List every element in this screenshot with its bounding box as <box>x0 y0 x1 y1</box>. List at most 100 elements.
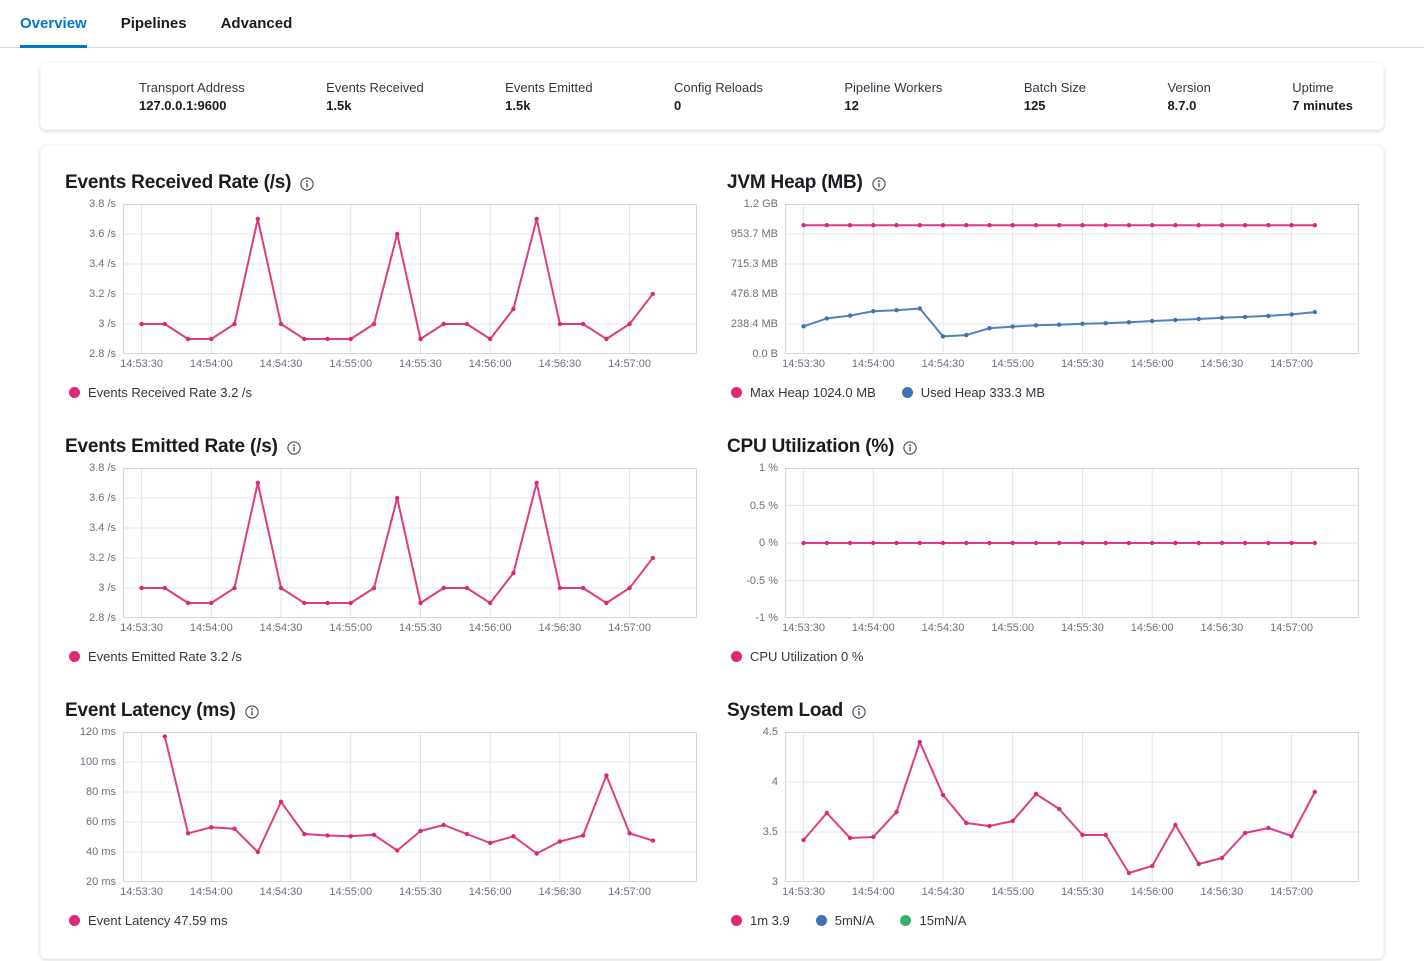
y-tick-label: -1 % <box>755 612 778 624</box>
stat-label: Uptime <box>1292 79 1334 95</box>
legend-item: 5mN/A <box>815 913 875 928</box>
stat-value: 8.7.0 <box>1167 97 1197 113</box>
x-axis-labels: 14:53:30 14:54:00 14:54:30 14:55:00 14:55:30… <box>120 358 697 376</box>
chart-title: Events Received Rate (/s) <box>65 172 292 193</box>
chart-plot[interactable] <box>785 204 1359 354</box>
y-tick-label: 40 ms <box>86 846 116 858</box>
x-axis-labels: 14:53:30 14:54:00 14:54:30 14:55:00 14:55:30… <box>782 358 1359 376</box>
y-tick-label: 100 ms <box>79 756 116 768</box>
x-tick-label: 14:56:30 <box>538 358 582 370</box>
x-tick-label: 14:57:00 <box>1270 622 1314 634</box>
x-tick-label: 14:55:30 <box>399 358 442 370</box>
legend-label: Events Emitted Rate 3.2 /s <box>88 649 242 664</box>
chart-header: Event Latency (ms) <box>65 700 697 722</box>
legend-label: 1m 3.9 <box>750 913 790 928</box>
legend-dot <box>900 915 912 926</box>
x-tick-label: 14:55:00 <box>329 358 373 370</box>
x-tick-label: 14:53:30 <box>120 886 163 898</box>
x-tick-label: 14:56:30 <box>1200 886 1244 898</box>
x-tick-label: 14:56:00 <box>468 622 512 634</box>
chart-system-load: System Load 4.5 4 3.5 3 14:53:30 14:54:00 14:… <box>727 700 1359 928</box>
x-tick-label: 14:54:30 <box>259 358 303 370</box>
x-tick-label: 14:56:00 <box>1130 886 1174 898</box>
chart-body: 1 % 0.5 % 0 % -0.5 % -1 % 14:53:30 14:54:00 14… <box>727 462 1359 640</box>
x-tick-label: 14:56:00 <box>468 358 512 370</box>
info-icon[interactable] <box>287 441 301 455</box>
x-tick-label: 14:54:30 <box>921 886 965 898</box>
chart-plot[interactable] <box>123 468 697 618</box>
info-icon[interactable] <box>852 705 866 719</box>
legend-label: Events Received Rate 3.2 /s <box>88 385 253 400</box>
x-tick-label: 14:54:00 <box>851 358 895 370</box>
info-icon[interactable] <box>903 441 917 455</box>
legend-dot <box>731 387 742 398</box>
y-tick-label: 715.3 MB <box>730 257 778 270</box>
x-tick-label: 14:55:00 <box>329 622 373 634</box>
y-tick-label: 3.6 /s <box>89 228 116 240</box>
y-tick-label: 0.0 B <box>752 348 778 360</box>
chart-header: Events Emitted Rate (/s) <box>65 436 697 458</box>
tab-overview[interactable]: Overview <box>20 0 87 48</box>
stat-value: 0 <box>674 97 682 113</box>
x-tick-label: 14:56:00 <box>1130 622 1174 634</box>
legend-item: Max Heap 1024.0 MB <box>731 385 876 400</box>
legend-dot <box>901 387 913 398</box>
x-tick-label: 14:53:30 <box>120 358 163 370</box>
tab-advanced[interactable]: Advanced <box>220 15 293 32</box>
x-tick-label: 14:53:30 <box>782 622 825 634</box>
x-tick-label: 14:54:00 <box>189 358 233 370</box>
legend-dot <box>69 387 80 398</box>
y-tick-label: 0.5 % <box>749 499 778 512</box>
legend-label: 5mN/A <box>834 913 875 928</box>
x-tick-label: 14:55:30 <box>1061 622 1104 634</box>
plot-svg <box>785 204 1359 354</box>
legend-item: 1m 3.9 <box>731 913 790 928</box>
tab-bar: Overview Pipelines Advanced <box>0 0 1424 48</box>
chart-body: 4.5 4 3.5 3 14:53:30 14:54:00 14:54:30 14:55:0… <box>727 726 1359 904</box>
tab-pipelines[interactable]: Pipelines <box>120 15 187 32</box>
x-tick-label: 14:57:00 <box>1270 886 1314 898</box>
stat-label: Transport Address <box>139 79 245 95</box>
y-tick-label: 3.2 /s <box>89 552 116 564</box>
chart-legend: Event Latency 47.59 ms <box>65 913 697 928</box>
info-icon[interactable] <box>872 177 886 191</box>
y-axis-labels: 4.5 4 3.5 3 <box>727 726 785 888</box>
chart-header: JVM Heap (MB) <box>727 172 1359 194</box>
stat-transport-address: Transport Address 127.0.0.1:9600 <box>139 80 245 113</box>
y-tick-label: 3.8 /s <box>89 198 116 210</box>
chart-plot[interactable] <box>123 732 697 882</box>
y-tick-label: 3.2 /s <box>89 288 116 300</box>
y-tick-label: 3 /s <box>98 318 116 330</box>
y-tick-label: 2.8 /s <box>89 348 116 360</box>
info-icon[interactable] <box>244 705 259 719</box>
y-tick-label: 1 % <box>759 462 778 474</box>
chart-legend: Events Received Rate 3.2 /s <box>65 385 697 400</box>
y-tick-label: 238.4 MB <box>730 318 778 330</box>
y-tick-label: 80 ms <box>86 786 116 798</box>
x-tick-label: 14:57:00 <box>608 886 652 898</box>
y-tick-label: 1.2 GB <box>743 198 778 210</box>
stat-label: Version <box>1167 79 1211 95</box>
chart-plot[interactable] <box>785 468 1359 618</box>
y-tick-label: 3.5 <box>762 826 778 838</box>
x-tick-label: 14:55:30 <box>1061 358 1104 370</box>
legend-label: Event Latency 47.59 ms <box>88 913 228 928</box>
plot-svg <box>785 468 1359 618</box>
chart-legend: 1m 3.9 5mN/A 15mN/A <box>727 913 1359 928</box>
chart-legend: Events Emitted Rate 3.2 /s <box>65 649 697 664</box>
x-tick-label: 14:55:00 <box>991 886 1035 898</box>
chart-plot[interactable] <box>123 204 697 354</box>
chart-body: 120 ms 100 ms 80 ms 60 ms 40 ms 20 ms 14:53:3… <box>65 726 697 904</box>
x-tick-label: 14:54:30 <box>921 358 965 370</box>
chart-events-received-rate-s: Events Received Rate (/s) 3.8 /s 3.6 /s 3.… <box>65 172 697 400</box>
legend-dot <box>69 651 80 662</box>
y-tick-label: 120 ms <box>79 726 116 738</box>
stat-events-emitted: Events Emitted 1.5k <box>505 80 592 113</box>
chart-plot[interactable] <box>785 732 1359 882</box>
x-tick-label: 14:56:00 <box>468 886 512 898</box>
x-tick-label: 14:55:30 <box>1061 886 1104 898</box>
legend-item: Events Emitted Rate 3.2 /s <box>69 649 242 664</box>
summary-status-bar: Transport Address 127.0.0.1:9600 Events … <box>40 62 1384 130</box>
info-icon[interactable] <box>300 177 314 191</box>
